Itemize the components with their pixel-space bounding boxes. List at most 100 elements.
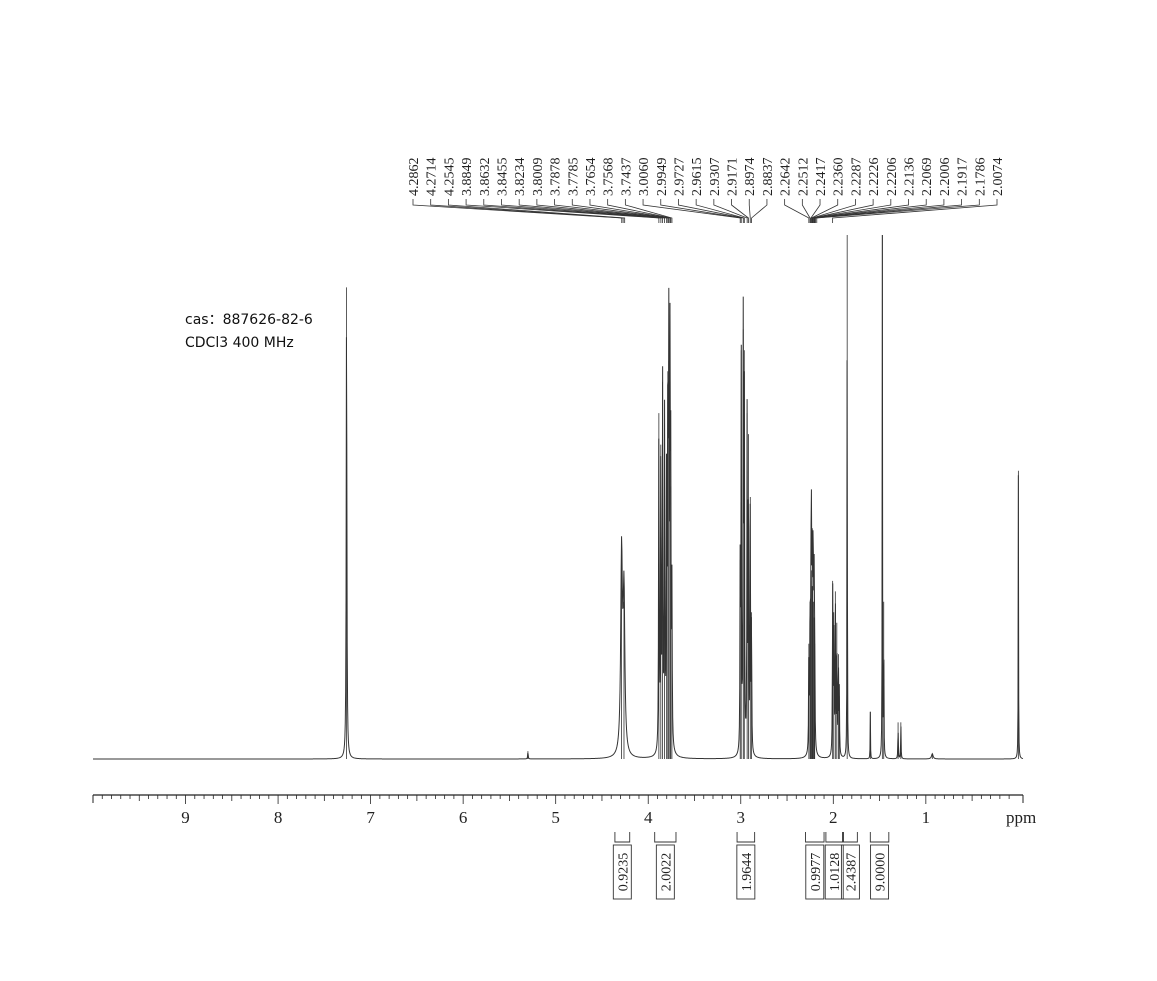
peak-shift-label: 3.8455 [495, 158, 510, 197]
peak-shift-label: 2.2206 [885, 158, 900, 197]
peak-label-connector [483, 199, 662, 223]
peak-label-connector [554, 199, 669, 223]
peak-shift-label: 2.9727 [672, 158, 687, 197]
peak-label-connector [810, 199, 821, 223]
x-tick-label: 6 [459, 808, 468, 827]
peak-shift-label: 4.2714 [425, 158, 440, 197]
peak-shift-label: 2.2006 [938, 158, 953, 197]
peak-shift-label: 2.1917 [956, 158, 971, 197]
peak-label-connector [518, 199, 665, 223]
x-axis-label: ppm [1006, 808, 1036, 827]
peak-label-connector [813, 199, 927, 223]
peak-shift-label: 3.0060 [637, 158, 652, 197]
peak-shift-label: 2.1786 [973, 158, 988, 197]
x-tick-label: 7 [366, 808, 375, 827]
integral-bracket [869, 832, 890, 843]
peak-shift-label: 2.9171 [726, 158, 741, 197]
peak-label-connector [501, 199, 663, 223]
peak-mark-group [346, 235, 1019, 759]
peak-label-connector [447, 199, 626, 223]
integral-value-box [612, 844, 632, 900]
peak-shift-label: 2.2417 [814, 158, 829, 197]
peak-label-connector [642, 199, 741, 223]
peak-shift-label: 3.7785 [566, 158, 581, 197]
x-tick-label: 8 [274, 808, 283, 827]
spectrum-trace [93, 234, 1024, 760]
integral-value-box [840, 844, 860, 900]
peak-shift-label: 2.9615 [690, 158, 705, 197]
x-axis: 9 8 7 6 5 4 3 2 1 [92, 794, 1024, 827]
integral-bracket [843, 832, 858, 843]
integral-value-label: 1.0128 [828, 853, 843, 892]
peak-label-connector [816, 199, 980, 223]
peak-label-connector [695, 199, 745, 223]
peak-shift-label: 3.8009 [531, 158, 546, 197]
peak-shift-label: 4.2862 [407, 158, 422, 197]
integral-value-box [805, 844, 825, 900]
peak-shift-label: 2.0074 [991, 158, 1006, 197]
peak-label-connector [748, 199, 751, 223]
integral-value-label: 2.0022 [659, 853, 674, 892]
integral-bracket [736, 832, 756, 843]
integral-group: 0.9235 2.0022 1.9644 0.9977 1.0128 2.4387 9.00… [612, 832, 890, 900]
peak-label-connector [713, 199, 748, 223]
peak-shift-label: 2.2287 [849, 158, 864, 197]
integral-value-label: 2.4387 [844, 853, 859, 892]
peak-shift-label: 2.2226 [867, 158, 882, 197]
integral-value-box [870, 844, 890, 900]
peak-label-connector [811, 199, 839, 223]
peak-shift-label: 3.8632 [478, 158, 493, 197]
peak-label-connector [731, 199, 749, 223]
peak-label-connector [784, 199, 810, 223]
peak-label-connector [589, 199, 671, 223]
peak-label-connector [412, 199, 623, 223]
peak-label-connector [815, 199, 963, 223]
integral-bracket [825, 832, 844, 843]
cas-number-label: cas：887626-82-6 [185, 312, 313, 328]
integral-value-box [736, 844, 756, 900]
peak-label-connector [812, 199, 892, 223]
peak-shift-label: 2.2642 [779, 158, 794, 197]
x-tick-label: 1 [922, 808, 931, 827]
peak-label-connector [678, 199, 744, 223]
peak-shift-label: 2.9949 [655, 158, 670, 197]
peak-shift-label: 2.2512 [796, 158, 811, 197]
x-tick-label: 3 [737, 808, 746, 827]
peak-shift-label: 2.2069 [920, 158, 935, 197]
integral-value-label: 0.9977 [809, 853, 824, 892]
peak-shift-label: 2.2360 [832, 158, 847, 197]
peak-shift-label: 3.8234 [513, 158, 528, 197]
x-tick-label: 9 [181, 808, 190, 827]
peak-label-connector [751, 199, 768, 223]
integral-value-label: 9.0000 [874, 853, 889, 892]
peak-label-group: 4.2862 4.2714 4.2545 3.8849 3.8632 3.8455 3.82… [407, 158, 1006, 223]
peak-shift-label: 2.8974 [743, 158, 758, 197]
peak-label-connector [660, 199, 742, 223]
peak-label-connector [813, 199, 909, 223]
x-tick-label: 2 [829, 808, 838, 827]
x-tick-label: 4 [644, 808, 653, 827]
integral-bracket [805, 832, 825, 843]
peak-label-connector [430, 199, 624, 223]
peak-label-connector [465, 199, 660, 223]
peak-shift-label: 3.8849 [460, 158, 475, 197]
integral-value-label: 0.9235 [616, 853, 631, 892]
peak-label-connector [801, 199, 811, 223]
x-tick-label: 5 [551, 808, 560, 827]
integral-value-box [655, 844, 675, 900]
peak-shift-label: 4.2545 [442, 158, 457, 197]
peak-label-connector [536, 199, 668, 223]
peak-label-connector [571, 199, 670, 223]
integral-value-box [824, 844, 844, 900]
peak-shift-label: 3.7654 [584, 158, 599, 197]
peak-label-connector [607, 199, 672, 223]
integral-bracket [614, 832, 631, 843]
peak-shift-label: 3.7568 [602, 158, 617, 197]
solvent-frequency-label: CDCl3 400 MHz [185, 335, 294, 351]
peak-shift-label: 2.9307 [708, 158, 723, 197]
peak-label-connector [624, 199, 673, 223]
peak-shift-label: 3.7437 [619, 158, 634, 197]
peak-label-connector [832, 199, 998, 223]
peak-shift-label: 3.7878 [549, 158, 564, 197]
